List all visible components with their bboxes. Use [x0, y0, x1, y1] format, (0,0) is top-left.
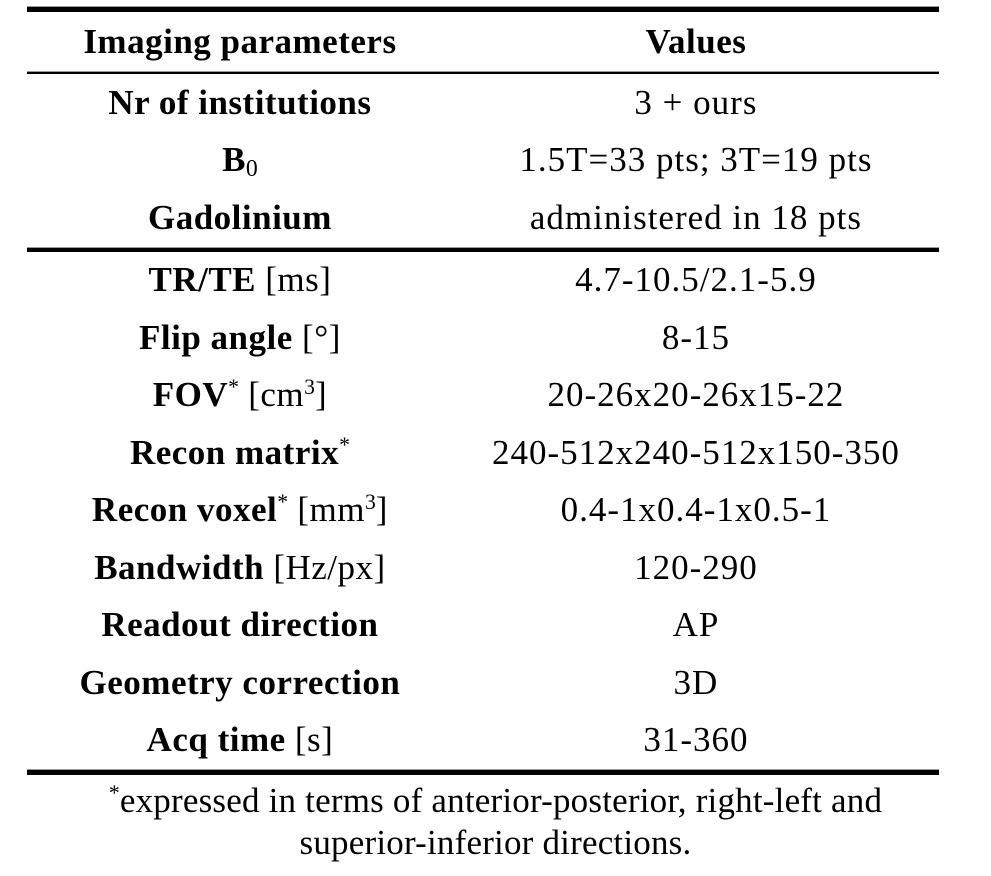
- table-row: Flip angle [°] 8-15: [27, 309, 939, 367]
- table-row: Acq time [s] 31-360: [27, 712, 939, 770]
- label-part-sup: *: [339, 432, 350, 457]
- column-header-values: Values: [645, 21, 747, 61]
- parameter-value: 120-290: [634, 547, 758, 587]
- table-row: FOV* [cm3] 20-26x20-26x15-22: [27, 367, 939, 425]
- table-row: B0 1.5T=33 pts; 3T=19 pts: [27, 132, 939, 190]
- table-footnote: *expressed in terms of anterior-posterio…: [0, 780, 991, 864]
- table-row: Nr of institutions 3 + ours: [27, 74, 939, 132]
- label-part-bold: Flip angle: [139, 317, 293, 357]
- parameter-value: 31-360: [643, 720, 749, 760]
- label-part-bold: FOV: [152, 375, 229, 415]
- table-row: TR/TE [ms] 4.7-10.5/2.1-5.9: [27, 252, 939, 310]
- footnote-line-1: expressed in terms of anterior-posterior…: [119, 781, 883, 820]
- section-separator-rule: [27, 246, 939, 252]
- footnote-line-2: superior-inferior directions.: [299, 823, 692, 862]
- parameter-name: Acq time [s]: [27, 720, 453, 760]
- label-part-regular: [Hz/px]: [264, 547, 386, 587]
- header-separator-rule: [27, 71, 939, 74]
- label-part-sup: *: [277, 490, 289, 515]
- column-header-imaging-parameters: Imaging parameters: [83, 21, 397, 61]
- parameter-value: 0.4-1x0.4-1x0.5-1: [560, 490, 832, 530]
- label-part-bold: Acq time: [146, 720, 286, 760]
- label-part-bold: B: [222, 140, 246, 180]
- label-part-bold: Geometry correction: [79, 662, 401, 702]
- parameter-value: 8-15: [661, 317, 731, 357]
- label-part-bold: Nr of institutions: [108, 82, 372, 122]
- parameter-name: Nr of institutions: [27, 83, 453, 123]
- table-bottom-rule: [27, 769, 939, 775]
- imaging-parameters-table: Imaging parameters Values Nr of institut…: [27, 6, 939, 775]
- table-section-1: Nr of institutions 3 + ours B0 1.5T=33 pts;…: [27, 74, 939, 247]
- parameter-name: B0: [27, 140, 453, 182]
- label-part-regular: [°]: [292, 317, 341, 357]
- label-part-sup: 3: [364, 490, 376, 515]
- label-part-bold: Bandwidth: [94, 547, 265, 587]
- label-part-bold: TR/TE: [148, 260, 257, 300]
- parameter-value: 20-26x20-26x15-22: [547, 375, 845, 415]
- parameter-value: 3D: [673, 662, 719, 702]
- label-part-bold: Recon voxel: [91, 490, 278, 530]
- label-part-regular: [s]: [285, 720, 334, 760]
- label-part-regular: [cm: [238, 375, 305, 415]
- parameter-value: 3 + ours: [634, 82, 758, 122]
- table-header-row: Imaging parameters Values: [27, 12, 939, 71]
- table-top-rule: [27, 6, 939, 12]
- footnote-asterisk-marker: *: [108, 781, 120, 806]
- parameter-name: Flip angle [°]: [27, 318, 453, 358]
- parameter-value: administered in 18 pts: [529, 197, 862, 237]
- table-row: Gadolinium administered in 18 pts: [27, 189, 939, 247]
- parameter-value: AP: [672, 605, 720, 645]
- label-part-regular: ]: [375, 490, 388, 530]
- label-part-regular: ]: [314, 375, 328, 415]
- parameter-name: Recon voxel* [mm3]: [27, 490, 453, 530]
- parameter-name: FOV* [cm3]: [27, 375, 453, 415]
- label-part-bold: Readout direction: [101, 605, 379, 645]
- parameter-value: 4.7-10.5/2.1-5.9: [575, 260, 817, 300]
- parameter-name: Gadolinium: [27, 198, 453, 238]
- parameter-name: Bandwidth [Hz/px]: [27, 548, 453, 588]
- parameter-value: 1.5T=33 pts; 3T=19 pts: [519, 140, 873, 180]
- label-part-sup: *: [228, 375, 239, 400]
- parameter-name: Recon matrix*: [27, 433, 453, 473]
- parameter-name: Geometry correction: [27, 663, 453, 703]
- label-part-sup: 3: [304, 375, 315, 400]
- parameter-value: 240-512x240-512x150-350: [491, 432, 900, 472]
- parameter-name: TR/TE [ms]: [27, 260, 453, 300]
- label-part-regular: [mm: [288, 490, 365, 530]
- table-row: Readout direction AP: [27, 597, 939, 655]
- page: { "page": { "background": "#ffffff", "te…: [0, 6, 991, 876]
- table-row: Bandwidth [Hz/px] 120-290: [27, 539, 939, 597]
- label-part-bold: Gadolinium: [147, 197, 332, 237]
- label-part-bold: Recon matrix: [129, 432, 340, 472]
- label-part-sub: 0: [245, 156, 258, 182]
- table-row: Recon matrix* 240-512x240-512x150-350: [27, 424, 939, 482]
- table-row: Recon voxel* [mm3] 0.4-1x0.4-1x0.5-1: [27, 482, 939, 540]
- label-part-regular: [ms]: [256, 260, 332, 300]
- table-section-2: TR/TE [ms] 4.7-10.5/2.1-5.9 Flip angle [°]…: [27, 252, 939, 770]
- parameter-name: Readout direction: [27, 605, 453, 645]
- table-row: Geometry correction 3D: [27, 654, 939, 712]
